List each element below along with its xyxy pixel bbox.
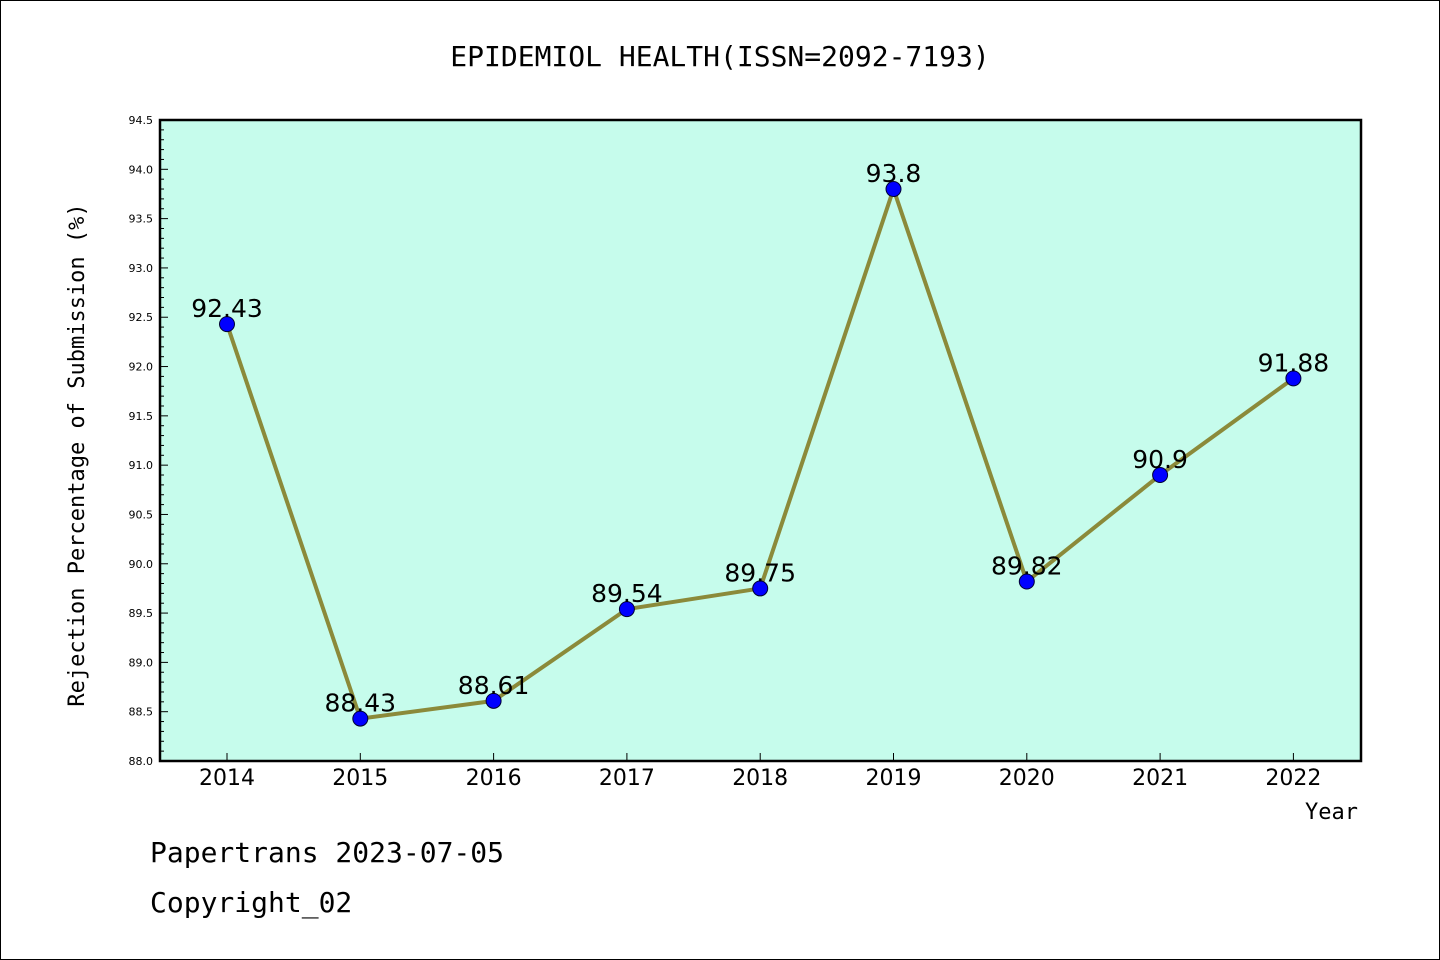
y-tick-label: 89.5	[129, 607, 154, 620]
data-labels: 92.43 88.43 88.61 89.54 89.75 93.8 89.82 90.9 91…	[191, 159, 1329, 718]
data-point	[485, 692, 502, 709]
plot-area	[158, 118, 1363, 763]
data-point	[885, 181, 902, 198]
y-tick-label: 88.5	[129, 706, 154, 719]
data-label: 91.88	[1258, 348, 1330, 377]
data-point	[1152, 467, 1169, 484]
y-tick-label: 88.0	[129, 755, 154, 768]
y-axis: 88.0 88.5 89.0 89.5 90.0 90.5 91.0 91.5 92.0 92.5…	[129, 114, 168, 768]
y-tick-label: 92.5	[129, 311, 154, 324]
data-label: 89.82	[991, 552, 1063, 581]
y-tick-label: 92.0	[129, 361, 154, 374]
data-point	[219, 316, 235, 333]
data-point	[352, 710, 369, 727]
data-label: 93.8	[866, 159, 922, 188]
y-tick-label: 90.5	[129, 508, 154, 521]
x-tick-label: 2021	[1132, 766, 1188, 791]
data-label: 92.43	[191, 294, 263, 323]
y-tick-label: 94.5	[129, 114, 154, 127]
data-point	[618, 601, 635, 618]
data-point	[752, 580, 769, 597]
y-axis-label: Rejection Percentage of Submission (%)	[65, 203, 90, 706]
chart-title: EPIDEMIOL HEALTH(ISSN=2092-7193)	[450, 40, 989, 73]
footer-copyright: Copyright_02	[150, 886, 353, 919]
x-tick-label: 2015	[332, 766, 388, 791]
x-tick-label: 2020	[999, 766, 1055, 791]
x-tick-label: 2018	[732, 766, 788, 791]
x-axis: 2014 2015 2016 2017 2018 2019 2020 2021 2022	[199, 753, 1321, 791]
x-tick-label: 2017	[599, 766, 655, 791]
y-tick-label: 91.0	[129, 459, 154, 472]
x-tick-label: 2016	[466, 766, 522, 791]
data-point	[1285, 370, 1302, 387]
data-label: 90.9	[1132, 445, 1188, 474]
data-label: 88.61	[458, 671, 530, 700]
data-label: 89.75	[724, 558, 796, 587]
footer-date: Papertrans 2023-07-05	[150, 836, 505, 869]
x-tick-label: 2019	[866, 766, 922, 791]
series	[219, 181, 1302, 727]
y-tick-label: 94.0	[129, 163, 154, 176]
y-tick-label: 89.0	[129, 656, 154, 669]
x-tick-label: 2022	[1265, 766, 1321, 791]
y-tick-label: 93.0	[129, 262, 154, 275]
y-tick-label: 93.5	[129, 213, 154, 226]
x-axis-label: Year	[1305, 800, 1358, 825]
y-tick-label: 90.0	[129, 558, 154, 571]
x-tick-label: 2014	[199, 766, 255, 791]
data-label: 88.43	[325, 689, 397, 718]
data-point	[1018, 573, 1035, 590]
y-tick-label: 91.5	[129, 410, 154, 423]
data-label: 89.54	[591, 579, 663, 608]
